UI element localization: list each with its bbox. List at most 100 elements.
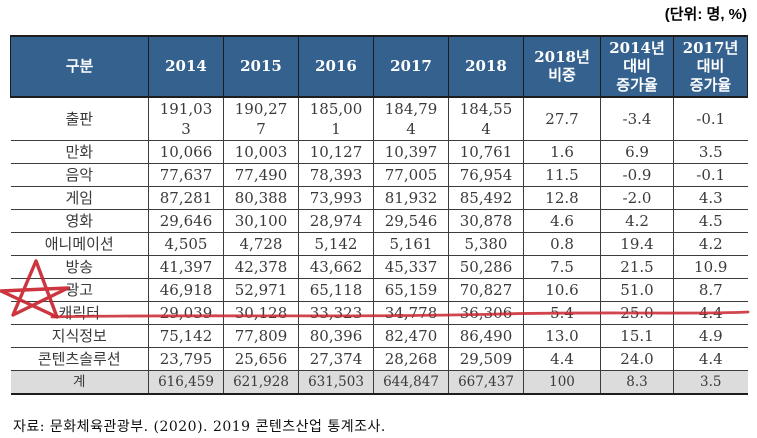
table-cell: 6.9	[600, 140, 674, 164]
column-header-category: 구분	[10, 35, 149, 98]
row-label: 애니메이션	[10, 232, 149, 256]
table-cell: 65,159	[373, 278, 449, 302]
table-cell: 3.5	[673, 370, 748, 395]
table-cell: 12.8	[523, 186, 601, 210]
table-cell: 23,795	[148, 347, 224, 371]
table-cell: 4.3	[673, 186, 748, 210]
table-cell: 36,306	[448, 301, 524, 325]
table-cell: 25.0	[600, 301, 674, 325]
table-cell: -2.0	[600, 186, 674, 210]
table-cell: 19.4	[600, 232, 674, 256]
header-row: 구분 2014 2015 2016 2017 2018 2018년 비중 201…	[10, 35, 748, 98]
table-cell: 86,490	[448, 324, 524, 348]
table-cell: 29,509	[448, 347, 524, 371]
table-cell: 73,993	[298, 186, 374, 210]
table-cell: 185,001	[298, 96, 374, 141]
table-cell: 45,337	[373, 255, 449, 279]
table-cell: 4.2	[673, 232, 748, 256]
table-row-advertising: 광고 46,918 52,971 65,118 65,159 70,827 10…	[10, 278, 748, 302]
column-header-growth-vs-2014: 2014년 대비 증가율	[600, 35, 674, 98]
table-cell: 33,323	[298, 301, 374, 325]
table-cell: 87,281	[148, 186, 224, 210]
table-cell: 190,277	[223, 96, 299, 141]
table-cell: 25,656	[223, 347, 299, 371]
table-row-total: 계 616,459 621,928 631,503 644,847 667,43…	[10, 370, 748, 395]
table-row-animation: 애니메이션 4,505 4,728 5,142 5,161 5,380 0.8 …	[10, 232, 748, 256]
table-cell: 5,161	[373, 232, 449, 256]
table-row-knowledge-info: 지식정보 75,142 77,809 80,396 82,470 86,490 …	[10, 324, 748, 348]
table-cell: 70,827	[448, 278, 524, 302]
table-cell: 10.9	[673, 255, 748, 279]
table-cell: 29,039	[148, 301, 224, 325]
table-cell: 52,971	[223, 278, 299, 302]
row-label: 출판	[10, 96, 149, 141]
table-cell: 667,437	[448, 370, 524, 395]
content-industry-employment-table: 구분 2014 2015 2016 2017 2018 2018년 비중 201…	[10, 35, 748, 395]
table-cell: 5,142	[298, 232, 374, 256]
table-cell: -0.1	[673, 163, 748, 187]
table-cell: 10,066	[148, 140, 224, 164]
source-note: 자료: 문화체육관광부. (2020). 2019 콘텐츠산업 통계조사.	[13, 419, 386, 435]
column-header-2015: 2015	[223, 35, 299, 98]
table-row-broadcasting: 방송 41,397 42,378 43,662 45,337 50,286 7.…	[10, 255, 748, 279]
table-cell: 4.4	[673, 301, 748, 325]
table-cell: 51.0	[600, 278, 674, 302]
table-cell: 78,393	[298, 163, 374, 187]
table-cell: 43,662	[298, 255, 374, 279]
column-header-2016: 2016	[298, 35, 374, 98]
row-label: 지식정보	[10, 324, 149, 348]
table-cell: 46,918	[148, 278, 224, 302]
table-row-characters: 캐릭터 29,039 30,128 33,323 34,778 36,306 5…	[10, 301, 748, 325]
table-row-content-solutions: 콘텐츠솔루션 23,795 25,656 27,374 28,268 29,50…	[10, 347, 748, 371]
table-cell: 184,554	[448, 96, 524, 141]
table-cell: -3.4	[600, 96, 674, 141]
table-cell: 81,932	[373, 186, 449, 210]
row-label: 광고	[10, 278, 149, 302]
table-cell: -0.1	[673, 96, 748, 141]
table-cell: 77,637	[148, 163, 224, 187]
table-cell: 21.5	[600, 255, 674, 279]
table-cell: 10,761	[448, 140, 524, 164]
table-cell: 4.4	[673, 347, 748, 371]
table-row-music: 음악 77,637 77,490 78,393 77,005 76,954 11…	[10, 163, 748, 187]
table-cell: 4.4	[523, 347, 601, 371]
table-cell: 42,378	[223, 255, 299, 279]
table-cell: 644,847	[373, 370, 449, 395]
table-cell: 30,128	[223, 301, 299, 325]
table-cell: 621,928	[223, 370, 299, 395]
column-header-growth-vs-2017: 2017년 대비 증가율	[673, 35, 748, 98]
table-cell: 5.4	[523, 301, 601, 325]
table-cell: 85,492	[448, 186, 524, 210]
table-cell: 29,646	[148, 209, 224, 233]
table-cell: 4,728	[223, 232, 299, 256]
table-cell: 80,388	[223, 186, 299, 210]
row-label: 캐릭터	[10, 301, 149, 325]
table-cell: 41,397	[148, 255, 224, 279]
table-cell: 75,142	[148, 324, 224, 348]
table-cell: 3.5	[673, 140, 748, 164]
table-cell: 4,505	[148, 232, 224, 256]
row-label: 음악	[10, 163, 149, 187]
table-cell: 24.0	[600, 347, 674, 371]
table-cell: 10,003	[223, 140, 299, 164]
column-header-2014: 2014	[148, 35, 224, 98]
table-cell: 28,974	[298, 209, 374, 233]
table-cell: 100	[523, 370, 601, 395]
row-label: 영화	[10, 209, 149, 233]
table-cell: 10,127	[298, 140, 374, 164]
column-header-2018-share: 2018년 비중	[523, 35, 601, 98]
table-cell: 29,546	[373, 209, 449, 233]
table-row-film: 영화 29,646 30,100 28,974 29,546 30,878 4.…	[10, 209, 748, 233]
table-cell: 15.1	[600, 324, 674, 348]
table-cell: 27.7	[523, 96, 601, 141]
table-cell: 76,954	[448, 163, 524, 187]
table-cell: 34,778	[373, 301, 449, 325]
table-cell: 13.0	[523, 324, 601, 348]
table-row-comics: 만화 10,066 10,003 10,127 10,397 10,761 1.…	[10, 140, 748, 164]
table-cell: 80,396	[298, 324, 374, 348]
table-cell: 77,809	[223, 324, 299, 348]
table-cell: 616,459	[148, 370, 224, 395]
table-cell: 27,374	[298, 347, 374, 371]
table-cell: 30,100	[223, 209, 299, 233]
table-cell: 8.3	[600, 370, 674, 395]
